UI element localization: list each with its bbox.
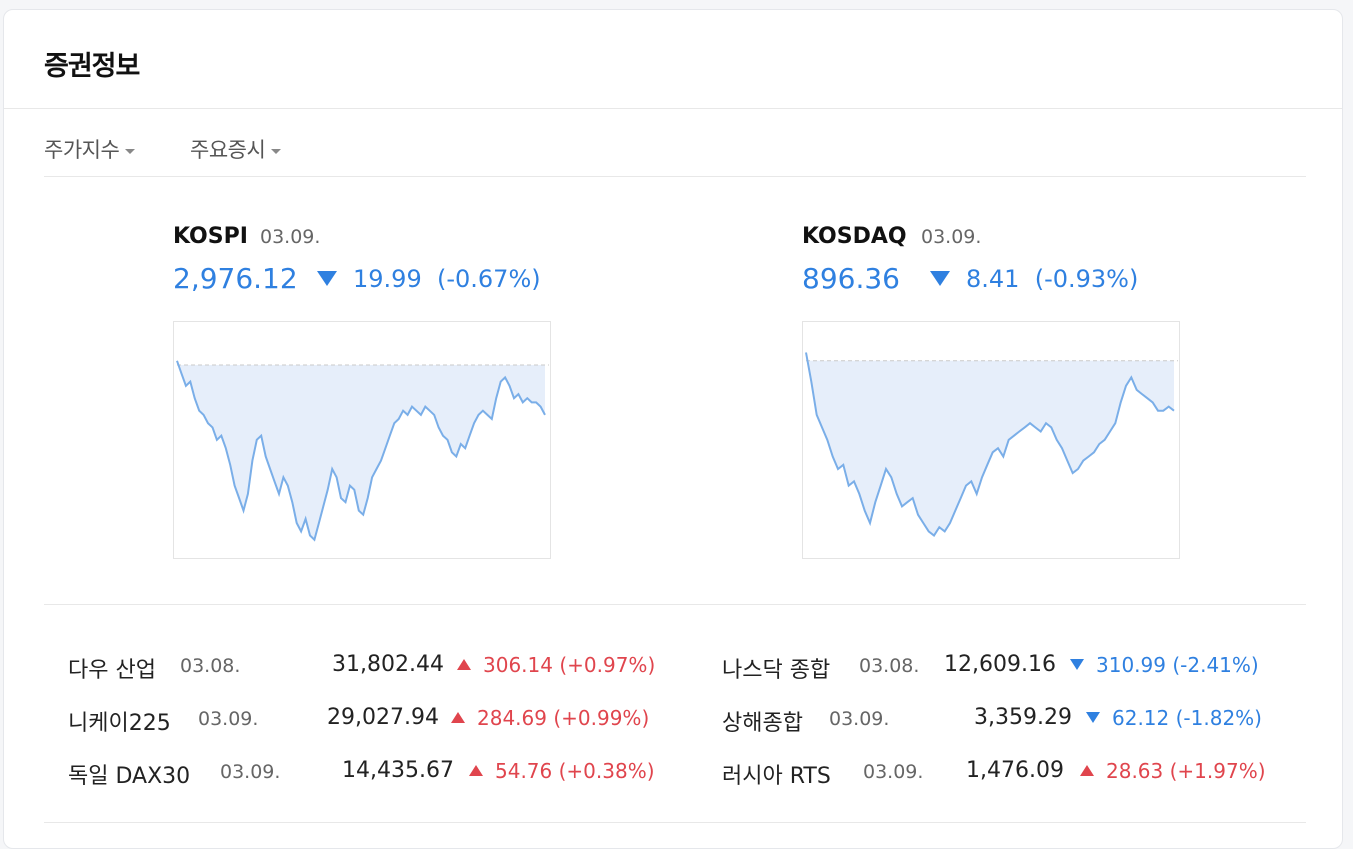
kospi-change-value: 19.99	[353, 265, 422, 293]
caret-down-icon	[125, 148, 136, 154]
tab-label: 주가지수	[44, 138, 120, 162]
kospi-name[interactable]: KOSPI	[173, 224, 248, 249]
market-change-value: 62.12	[1112, 706, 1170, 730]
kospi-chart[interactable]	[173, 321, 551, 559]
market-date: 03.08.	[180, 655, 241, 677]
kosdaq-name[interactable]: KOSDAQ	[802, 224, 907, 249]
down-arrow-icon	[317, 271, 337, 286]
market-name: 러시아 RTS	[722, 764, 831, 789]
tabs-divider	[44, 176, 1306, 177]
market-change-value: 306.14	[483, 653, 553, 677]
market-value: 31,802.44	[332, 652, 444, 677]
kosdaq-change-value: 8.41	[966, 265, 1020, 293]
kosdaq-date: 03.09.	[921, 226, 982, 248]
market-value: 1,476.09	[966, 758, 1064, 783]
kosdaq-change-percent: (-0.93%)	[1034, 265, 1139, 293]
kosdaq-chart[interactable]	[802, 321, 1180, 559]
tab-stock-index[interactable]: 주가지수	[44, 134, 136, 164]
market-change-percent: (+0.99%)	[553, 706, 650, 730]
market-name: 니케이225	[68, 711, 171, 736]
panel-title: 증권정보	[44, 51, 140, 82]
kospi-change: 19.99 (-0.67%)	[317, 265, 541, 293]
up-arrow-icon	[457, 659, 471, 670]
market-name: 나스닥 종합	[722, 658, 831, 683]
bottom-divider	[44, 822, 1306, 823]
market-value: 3,359.29	[974, 705, 1072, 730]
kosdaq-value: 896.36	[802, 262, 900, 295]
market-change-value: 54.76	[495, 759, 553, 783]
down-arrow-icon	[930, 271, 950, 286]
title-divider	[4, 108, 1342, 109]
market-name: 상해종합	[722, 711, 803, 736]
charts-divider	[44, 604, 1306, 605]
market-change-value: 284.69	[477, 706, 547, 730]
kospi-value: 2,976.12	[173, 262, 298, 295]
caret-down-icon	[271, 148, 282, 154]
market-date: 03.08.	[859, 655, 920, 677]
tab-major-markets[interactable]: 주요증시	[190, 134, 282, 164]
market-change: 310.99 (-2.41%)	[1070, 653, 1259, 677]
market-change: 62.12 (-1.82%)	[1086, 706, 1262, 730]
down-arrow-icon	[1086, 712, 1100, 723]
kosdaq-chart-svg	[805, 352, 1178, 537]
kosdaq-change: 8.41 (-0.93%)	[930, 265, 1138, 293]
market-change-percent: (-1.82%)	[1175, 706, 1262, 730]
market-date: 03.09.	[220, 761, 281, 783]
kospi-change-percent: (-0.67%)	[436, 265, 541, 293]
market-name: 다우 산업	[68, 658, 156, 683]
down-arrow-icon	[1070, 659, 1084, 670]
chart-line	[176, 360, 546, 542]
market-change-percent: (+1.97%)	[1169, 759, 1266, 783]
tab-label: 주요증시	[190, 138, 266, 162]
market-change-percent: (+0.38%)	[558, 759, 655, 783]
market-value: 29,027.94	[327, 705, 439, 730]
up-arrow-icon	[469, 765, 483, 776]
securities-panel: 증권정보 주가지수 주요증시 KOSPI 03.09. 2,976.12 19.…	[3, 9, 1343, 849]
market-name: 독일 DAX30	[68, 764, 191, 789]
market-change: 54.76 (+0.38%)	[469, 759, 655, 783]
market-change-percent: (-2.41%)	[1172, 653, 1259, 677]
up-arrow-icon	[1080, 765, 1094, 776]
market-change-value: 310.99	[1096, 653, 1166, 677]
market-change-value: 28.63	[1106, 759, 1164, 783]
market-value: 12,609.16	[944, 652, 1056, 677]
market-change: 306.14 (+0.97%)	[457, 653, 655, 677]
chart-area	[806, 352, 1174, 536]
market-date: 03.09.	[863, 761, 924, 783]
market-change: 28.63 (+1.97%)	[1080, 759, 1266, 783]
market-change: 284.69 (+0.99%)	[451, 706, 649, 730]
chart-area	[177, 360, 545, 540]
market-date: 03.09.	[198, 708, 259, 730]
chart-line	[805, 352, 1175, 537]
market-date: 03.09.	[829, 708, 890, 730]
up-arrow-icon	[451, 712, 465, 723]
market-value: 14,435.67	[342, 758, 454, 783]
kospi-chart-svg	[176, 360, 549, 542]
market-change-percent: (+0.97%)	[559, 653, 656, 677]
kospi-date: 03.09.	[260, 226, 321, 248]
